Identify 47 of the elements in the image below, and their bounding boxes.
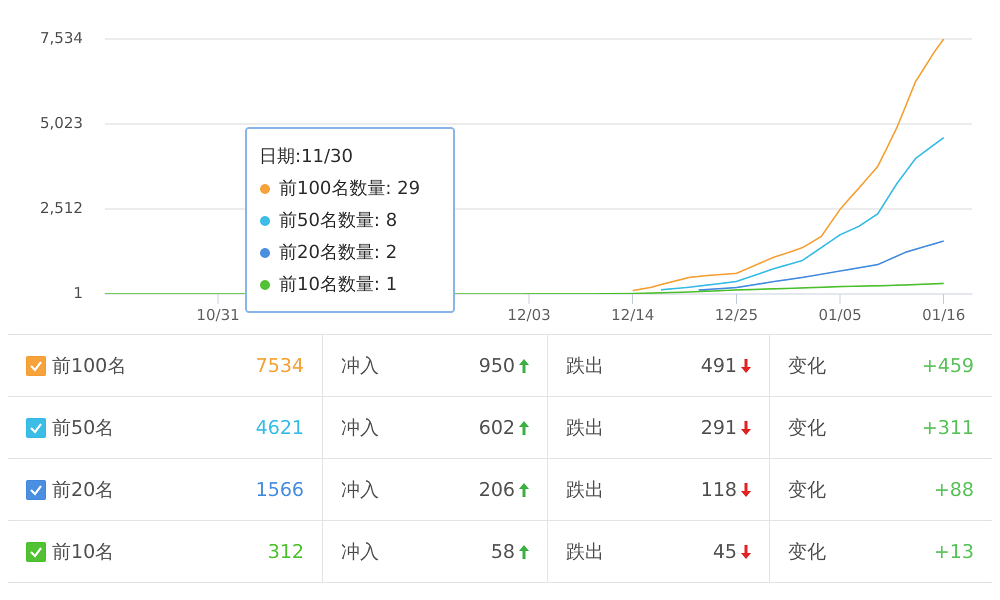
text: 变化 <box>788 540 826 564</box>
legend-label: 前10名 <box>51 540 114 564</box>
x-tick-label: 01/05 <box>818 306 862 324</box>
text: 跌出 <box>566 540 604 564</box>
legend-label: 前50名 <box>51 416 114 440</box>
legend-label: 前100名 <box>51 354 126 378</box>
text: 4621 <box>256 416 304 438</box>
text: +459 <box>922 354 974 376</box>
x-tick-label: 12/25 <box>714 306 758 324</box>
text: +13 <box>934 540 974 562</box>
text: 跌出 <box>566 478 604 502</box>
annotation: 前10名数量: 1 <box>279 273 398 297</box>
text: 118 <box>700 478 738 500</box>
text: +88 <box>934 478 974 500</box>
text: 变化 <box>788 478 826 502</box>
text: 602 <box>478 416 516 438</box>
x-tick-label: 10/31 <box>196 306 240 324</box>
y-tick-label: 7,534 <box>40 28 83 47</box>
annotation: 前50名数量: 8 <box>279 209 398 233</box>
text: 45 <box>712 540 738 562</box>
y-tick-label: 1 <box>73 284 83 302</box>
x-tick-label: 12/03 <box>507 306 551 324</box>
text: 206 <box>478 478 516 500</box>
text: 跌出 <box>566 416 604 440</box>
text: 冲入 <box>341 478 379 502</box>
annotation: 日期:11/30 <box>259 145 354 169</box>
text: 变化 <box>788 354 826 378</box>
text: +311 <box>922 416 974 438</box>
y-tick-label: 2,512 <box>40 198 83 217</box>
text: 跌出 <box>566 354 604 378</box>
x-tick-label: 01/16 <box>922 306 966 324</box>
text: 491 <box>700 354 738 376</box>
y-tick-label: 5,023 <box>40 114 83 132</box>
annotation: 前100名数量: 29 <box>279 177 420 201</box>
legend-label: 前20名 <box>51 478 114 502</box>
text: 冲入 <box>341 354 379 378</box>
x-tick-label: 12/14 <box>611 306 654 324</box>
text: 冲入 <box>341 416 379 440</box>
text: 291 <box>700 416 738 438</box>
annotation: 前20名数量: 2 <box>279 241 398 265</box>
text: 1566 <box>256 478 304 500</box>
text: 7534 <box>256 354 304 376</box>
text: 冲入 <box>341 540 379 564</box>
text: 变化 <box>788 416 826 440</box>
text: 950 <box>478 354 516 376</box>
text: 58 <box>490 540 516 562</box>
text: 312 <box>268 540 304 562</box>
